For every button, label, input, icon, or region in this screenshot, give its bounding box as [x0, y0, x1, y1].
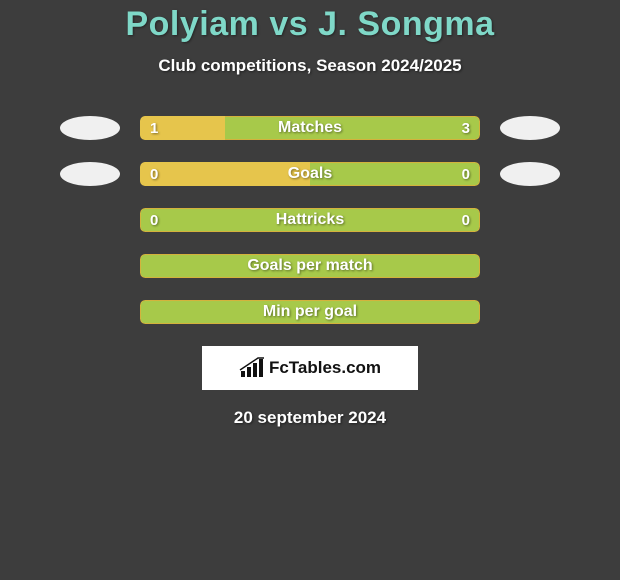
brand-chart-icon	[239, 357, 265, 379]
player-right-avatar	[500, 162, 560, 186]
stat-value-left: 0	[140, 162, 168, 186]
stat-value-left: 1	[140, 116, 168, 140]
stat-bar: Matches1 3	[140, 116, 480, 140]
stat-bar: Min per goal	[140, 300, 480, 324]
stat-bar: Hattricks0 0	[140, 208, 480, 232]
stat-value-right: 0	[452, 208, 480, 232]
brand-text: FcTables.com	[269, 358, 381, 378]
stat-label: Hattricks	[140, 208, 480, 232]
date-text: 20 september 2024	[0, 408, 620, 428]
stat-label: Matches	[140, 116, 480, 140]
comparison-card: Polyiam vs J. Songma Club competitions, …	[0, 0, 620, 428]
stat-value-right: 3	[452, 116, 480, 140]
stat-value-left: 0	[140, 208, 168, 232]
stat-row: Min per goal	[0, 300, 620, 324]
stat-row: Matches1 3	[0, 116, 620, 140]
stat-bar: Goals0 0	[140, 162, 480, 186]
stat-value-right: 0	[452, 162, 480, 186]
stat-bar: Goals per match	[140, 254, 480, 278]
page-title: Polyiam vs J. Songma	[0, 5, 620, 44]
player-left-avatar	[60, 162, 120, 186]
stat-label: Goals per match	[140, 254, 480, 278]
stat-row: Goals0 0	[0, 162, 620, 186]
subtitle: Club competitions, Season 2024/2025	[0, 56, 620, 76]
stat-label: Min per goal	[140, 300, 480, 324]
player-right-avatar	[500, 116, 560, 140]
stat-row: Hattricks0 0	[0, 208, 620, 232]
player-left-avatar	[60, 116, 120, 140]
stat-label: Goals	[140, 162, 480, 186]
bars-area: Matches13Goals00Hattricks00Goals per mat…	[0, 116, 620, 324]
brand-box: FcTables.com	[202, 346, 418, 390]
stat-row: Goals per match	[0, 254, 620, 278]
